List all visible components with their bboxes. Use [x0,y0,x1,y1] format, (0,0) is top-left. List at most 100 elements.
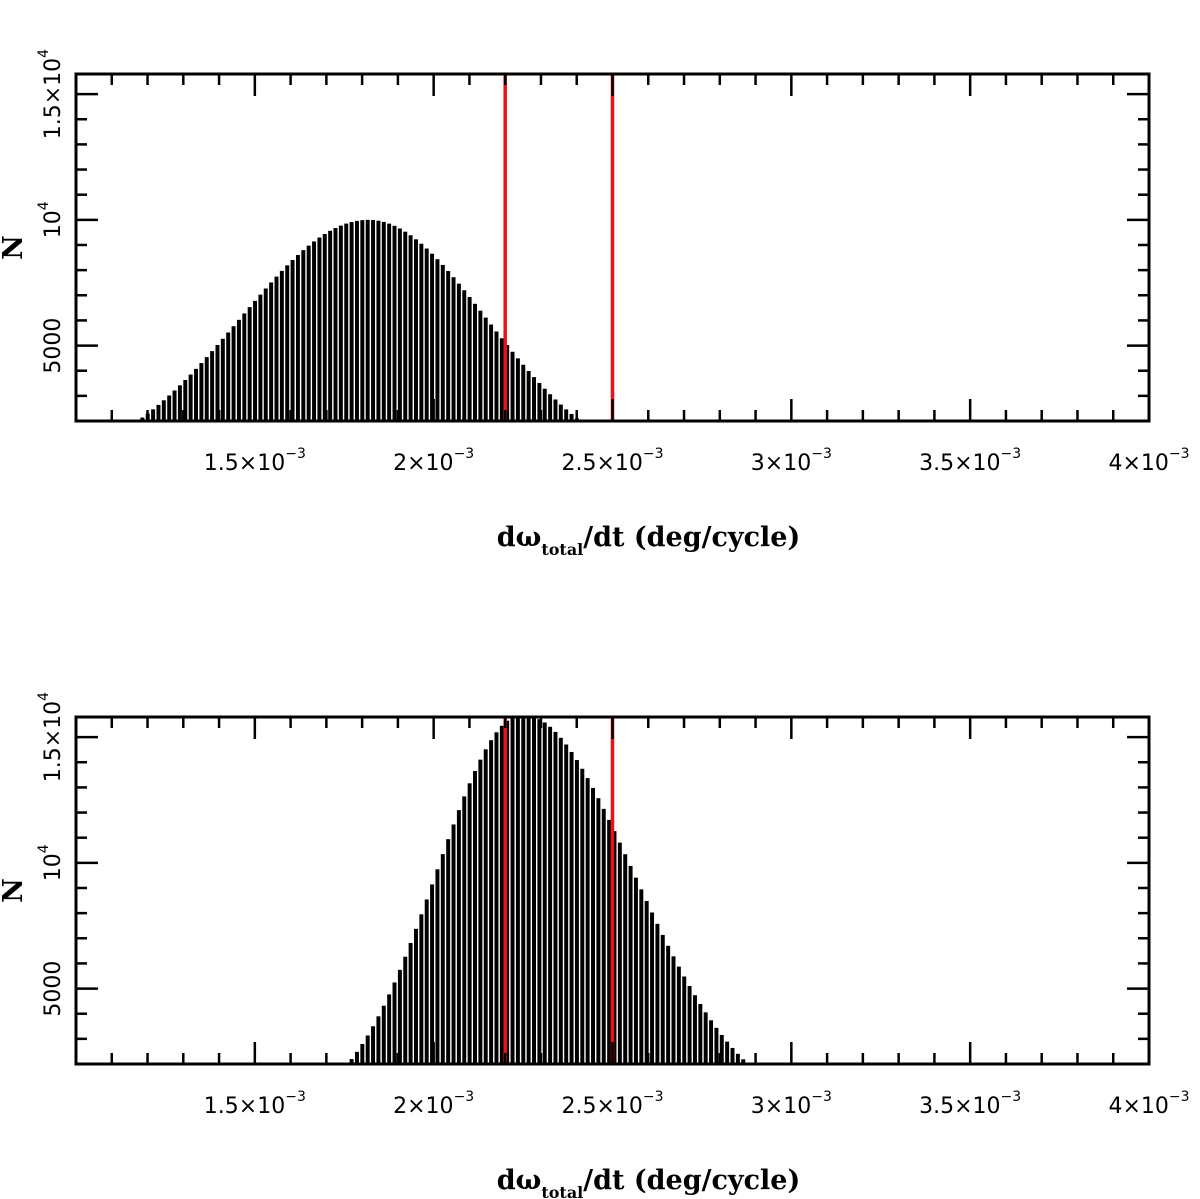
histogram-bar [601,808,606,1064]
histogram-bar [569,751,574,1064]
histogram-bar [381,221,386,421]
histogram-bar [623,854,628,1064]
histogram-bar [553,731,558,1064]
histogram-bar [558,737,563,1064]
histogram-bar [424,248,429,421]
x-tick-label: 2.5×10−3 [561,446,663,476]
histogram-bar [730,1047,735,1064]
histogram-bar [580,768,585,1064]
x-tick-label: 4×10−3 [1108,1089,1189,1119]
histogram-bar [430,253,435,421]
histogram-bar [365,1035,370,1064]
histogram-bar [387,994,392,1064]
histogram-bar [564,409,569,421]
histogram-bar [414,239,418,421]
histogram-bar [698,1003,703,1064]
x-tick-label: 3.5×10−3 [919,446,1021,476]
histogram-bar [440,854,445,1064]
histogram-bar [526,717,531,1064]
histogram-bar [269,282,274,421]
histogram-bar [456,283,461,421]
histogram-bar [376,220,381,421]
histogram-bar [371,1026,376,1064]
y-axis-title: N [0,235,29,260]
histogram-bar [499,338,504,421]
histogram-bar [376,1016,381,1064]
histogram-bar [172,390,177,421]
histogram-bar [473,303,477,421]
histogram-bar [644,900,649,1064]
histogram-bar [510,351,515,421]
y-ticks [76,735,1149,1041]
histogram-bar [408,943,413,1064]
histogram-bar [655,923,660,1064]
x-tick-label: 3×10−3 [751,446,832,476]
histogram-bar [365,219,370,421]
histogram-bar [424,899,429,1064]
histogram-bar [210,351,215,421]
y-tick-label: 104 [36,201,66,238]
histogram-bar [558,404,563,421]
histogram-bar [328,230,333,421]
x-tick-label: 2×10−3 [393,446,474,476]
x-axis-title: dωtotal/dt (deg/cycle) [497,522,800,559]
histogram-bar [521,364,526,421]
histogram-bar [532,717,536,1064]
histogram-bar [741,1059,746,1064]
histogram-bar [167,395,172,421]
histogram-bar [650,912,655,1064]
histogram-bar [397,228,402,421]
histogram-bar [161,400,166,421]
histogram-bar [676,966,681,1064]
histogram-bar [489,324,494,421]
histogram-bar [462,796,467,1064]
histogram-bar [435,869,440,1064]
histogram-bar [714,1027,719,1064]
histogram-bar [430,884,435,1064]
histogram-bar [725,1041,730,1064]
histogram-bar [295,254,300,421]
histogram-bar [633,877,638,1064]
histogram-bar [322,233,327,421]
x-ticks [74,717,1151,1064]
histogram-bar [151,409,156,421]
histogram-bar [446,270,451,421]
histogram-bar [478,759,483,1064]
histogram-bar [537,383,542,421]
histogram-bar [349,222,354,421]
histogram-bar [258,294,263,421]
histogram-bar [279,270,284,421]
histogram-bar [263,288,268,421]
histogram-bar [140,417,145,421]
histogram-bar [188,374,193,421]
histogram-bar [333,228,338,421]
x-tick-label: 2×10−3 [393,1089,474,1119]
y-tick-label: 5000 [41,318,66,374]
histogram-bar [242,313,247,421]
histogram-bar [354,220,359,421]
histogram-bar [521,717,526,1064]
histogram-bar [687,986,692,1064]
histogram-bar [312,241,317,421]
histogram-bar [317,237,322,421]
x-ticks [74,74,1151,421]
histogram-bar [360,220,365,421]
histogram-bar [446,839,451,1064]
histogram-bar [236,319,241,421]
histogram-bar [548,394,553,421]
histogram-bar [515,358,520,421]
histogram-bar [494,732,499,1064]
histogram-bar [338,225,343,421]
histogram-bars [349,717,746,1064]
histogram-bar [247,307,252,421]
x-axis-title: dωtotal/dt (deg/cycle) [497,1165,800,1199]
histogram-bar [215,345,220,421]
histogram-bar [515,717,520,1064]
histogram-bars [140,219,579,421]
histogram-bar [220,338,225,421]
histogram-bar [483,749,488,1064]
histogram-bar [194,368,198,421]
histogram-bar [553,399,558,421]
histogram-bar [478,310,483,421]
